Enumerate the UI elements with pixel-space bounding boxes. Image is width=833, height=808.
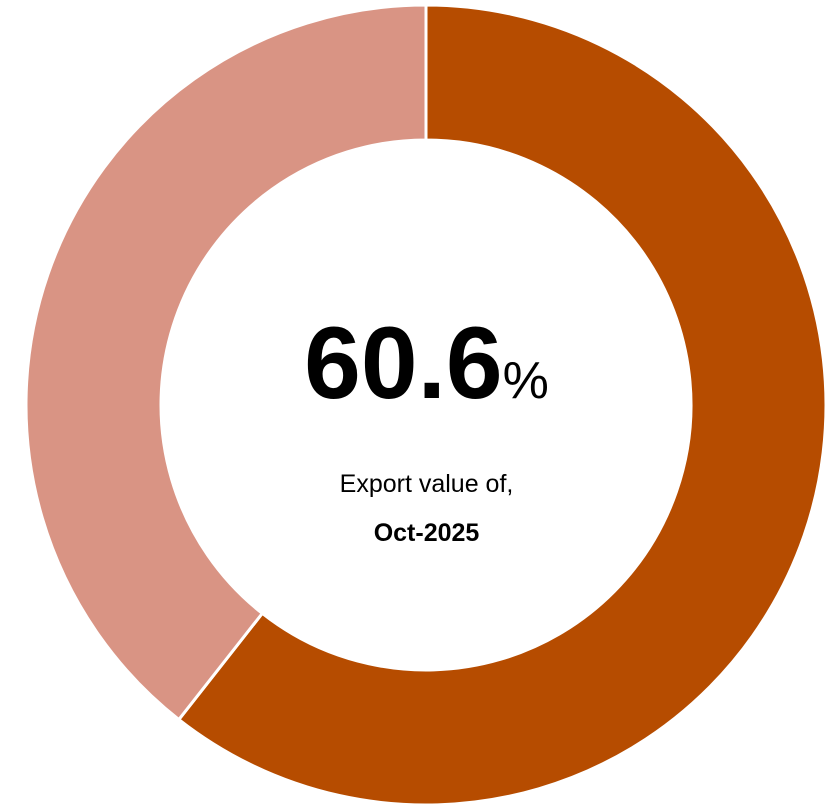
center-period: Oct-2025 [373,519,480,547]
center-value-unit: % [502,352,549,410]
donut-slice-1 [24,3,428,722]
center-value-number: 60.6 [304,306,503,420]
donut-slice-0 [176,3,828,807]
center-value: 60.6% [0,312,833,414]
center-caption: Export value of, [339,470,514,498]
